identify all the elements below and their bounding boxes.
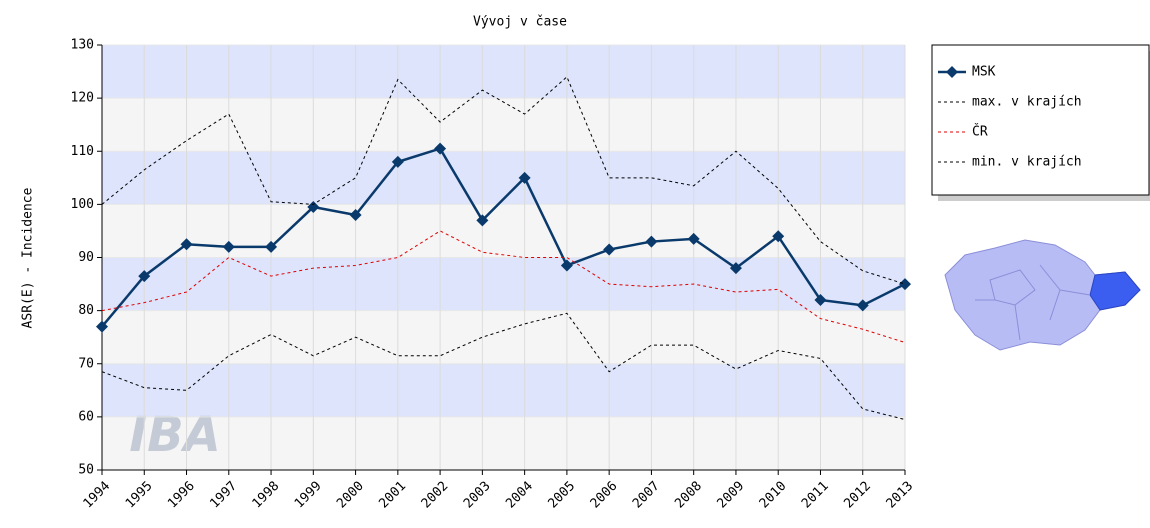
plot-band (102, 204, 905, 258)
y-tick-label: 70 (78, 356, 94, 371)
x-tick-label: 2003 (461, 479, 494, 512)
legend-label: max. v krajích (972, 95, 1082, 110)
data-point (434, 142, 447, 155)
data-point (138, 270, 151, 283)
plot-bands (102, 45, 905, 470)
x-tick-label: 2010 (757, 479, 790, 512)
data-point (560, 259, 573, 272)
x-tick-label: 1999 (292, 479, 325, 512)
data-point (729, 262, 742, 275)
series-line (101, 76, 906, 285)
x-tick-label: 1997 (207, 479, 240, 512)
x-tick-label: 2013 (884, 479, 917, 512)
plot-band (102, 45, 905, 99)
data-point (349, 209, 362, 221)
legend-marker (946, 66, 958, 78)
map-icon (944, 239, 1141, 351)
y-tick-label: 60 (78, 409, 94, 424)
series-line (101, 147, 906, 328)
data-point (265, 240, 278, 253)
data-point (307, 201, 320, 214)
x-tick-label: 1998 (250, 479, 283, 512)
data-point (518, 171, 531, 184)
chart-title: Vývoj v čase (473, 15, 567, 30)
legend-box (931, 44, 1150, 196)
x-tick-label: 2009 (715, 479, 748, 512)
data-point (180, 238, 193, 251)
data-point (222, 240, 235, 253)
watermark: IBA (129, 407, 221, 463)
data-point (856, 299, 869, 312)
plot-band (102, 363, 905, 417)
x-tick-label: 1994 (81, 479, 114, 512)
plot-band (102, 310, 905, 364)
data-point (645, 235, 658, 248)
data-point (391, 155, 404, 168)
y-tick-label: 100 (71, 197, 94, 212)
x-tick-label: 2000 (334, 479, 367, 512)
x-tick-label: 2012 (841, 479, 874, 512)
series-line (101, 312, 906, 421)
plot-band (102, 98, 905, 152)
y-tick-label: 110 (71, 144, 94, 159)
x-tick-label: 2007 (630, 479, 663, 512)
x-tick-label: 1996 (165, 479, 198, 512)
y-tick-label: 80 (78, 303, 94, 318)
data-point (476, 214, 489, 227)
plot-band (102, 257, 905, 311)
data-point (603, 243, 616, 256)
y-tick-label: 50 (78, 463, 94, 478)
legend-label: ČR (972, 124, 988, 140)
x-tick-label: 2011 (799, 479, 832, 512)
data-point (772, 230, 785, 243)
y-tick-label: 120 (71, 91, 94, 106)
x-tick-label: 2008 (672, 479, 705, 512)
x-tick-label: 2006 (588, 479, 621, 512)
y-axis-label: ASR(E) - Incidence (21, 187, 36, 328)
data-point (96, 320, 108, 333)
data-point (687, 232, 700, 245)
x-tick-label: 2004 (503, 479, 536, 512)
legend-label: MSK (972, 65, 996, 80)
data-point (899, 278, 911, 291)
y-tick-label: 90 (78, 250, 94, 265)
series-line (101, 230, 906, 343)
x-tick-label: 2001 (376, 479, 409, 512)
legend-label: min. v krajích (972, 155, 1082, 170)
plot-band (102, 151, 905, 205)
plot-band (102, 416, 905, 470)
x-tick-label: 1995 (123, 479, 156, 512)
data-point (814, 294, 827, 306)
x-tick-label: 2002 (419, 479, 452, 512)
y-tick-label: 130 (71, 38, 94, 53)
x-tick-label: 2005 (545, 479, 578, 512)
